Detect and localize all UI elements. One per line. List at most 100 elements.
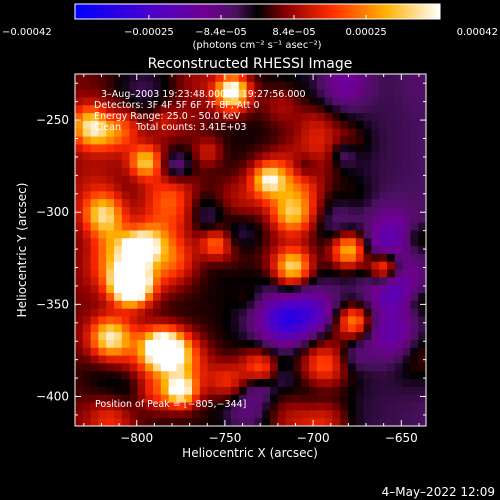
- heatmap-cell: [90, 285, 99, 294]
- heatmap-cell: [316, 81, 326, 91]
- heatmap-cell: [340, 206, 349, 216]
- heatmap-cell: [106, 402, 115, 411]
- heatmap-cell: [176, 206, 185, 216]
- heatmap-cell: [363, 222, 372, 232]
- heatmap-cell: [387, 167, 396, 177]
- heatmap-cell: [309, 120, 318, 130]
- heatmap-cell: [355, 402, 365, 411]
- heatmap-cell: [168, 120, 177, 130]
- heatmap-cell: [379, 191, 388, 200]
- heatmap-cell: [387, 175, 396, 185]
- heatmap-cell: [98, 332, 107, 341]
- heatmap-cell: [231, 238, 240, 247]
- heatmap-cell: [262, 152, 271, 161]
- heatmap-cell: [348, 339, 357, 349]
- heatmap-cell: [176, 332, 185, 341]
- heatmap-cell: [106, 113, 115, 122]
- heatmap-cell: [145, 379, 154, 388]
- heatmap-cell: [238, 214, 248, 224]
- heatmap-cell: [270, 128, 279, 138]
- heatmap-cell: [309, 113, 318, 122]
- heatmap-cell: [293, 410, 302, 419]
- heatmap-cell: [285, 363, 294, 372]
- heatmap-cell: [402, 191, 411, 200]
- heatmap-cell: [277, 81, 287, 91]
- heatmap-cell: [309, 206, 318, 216]
- heatmap-cell: [418, 371, 426, 380]
- heatmap-cell: [98, 308, 107, 318]
- heatmap-cell: [160, 410, 170, 419]
- heatmap-cell: [98, 183, 107, 192]
- heatmap-cell: [129, 206, 138, 216]
- heatmap-cell: [98, 246, 107, 255]
- heatmap-cell: [301, 230, 310, 239]
- heatmap-cell: [355, 300, 365, 310]
- heatmap-cell: [223, 355, 232, 365]
- heatmap-cell: [223, 363, 232, 372]
- heatmap-cell: [199, 339, 209, 349]
- heatmap-cell: [192, 355, 201, 365]
- heatmap-cell: [90, 152, 99, 161]
- heatmap-cell: [402, 332, 411, 341]
- heatmap-cell: [129, 277, 138, 286]
- heatmap-cell: [387, 120, 396, 130]
- heatmap-cell: [160, 128, 170, 138]
- heatmap-cell: [129, 285, 138, 294]
- heatmap-cell: [223, 199, 232, 208]
- heatmap-cell: [231, 418, 240, 426]
- heatmap-cell: [129, 214, 138, 224]
- heatmap-cell: [340, 89, 349, 99]
- heatmap-cell: [153, 81, 162, 91]
- heatmap-cell: [192, 379, 201, 388]
- heatmap-cell: [418, 253, 426, 263]
- heatmap-cell: [301, 355, 310, 365]
- heatmap-cell: [394, 371, 404, 380]
- heatmap-cell: [223, 402, 232, 411]
- heatmap-cell: [160, 89, 170, 99]
- heatmap-cell: [75, 261, 84, 271]
- heatmap-cell: [394, 199, 404, 208]
- heatmap-cell: [410, 355, 419, 365]
- heatmap-cell: [207, 355, 216, 365]
- heatmap-cell: [348, 191, 357, 200]
- heatmap-cell: [332, 355, 341, 365]
- heatmap-cell: [207, 379, 216, 388]
- heatmap-cell: [301, 324, 310, 333]
- heatmap-cell: [277, 144, 287, 153]
- heatmap-cell: [301, 183, 310, 192]
- heatmap-cell: [129, 269, 138, 278]
- heatmap-cell: [168, 316, 177, 325]
- heatmap-cell: [285, 332, 294, 341]
- heatmap-cell: [199, 347, 209, 357]
- heatmap-cell: [285, 339, 294, 349]
- heatmap-cell: [231, 152, 240, 161]
- heatmap-cell: [129, 222, 138, 232]
- heatmap-cell: [207, 222, 216, 232]
- heatmap-cell: [394, 308, 404, 318]
- heatmap-cell: [418, 347, 426, 357]
- heatmap-cell: [137, 97, 146, 106]
- heatmap-cell: [394, 410, 404, 419]
- heatmap-cell: [246, 316, 255, 325]
- heatmap-cell: [262, 222, 271, 232]
- heatmap-cell: [410, 246, 419, 255]
- heatmap-cell: [207, 339, 216, 349]
- heatmap-cell: [75, 316, 84, 325]
- heatmap-cell: [192, 120, 201, 130]
- heatmap-cell: [324, 206, 333, 216]
- heatmap-cell: [293, 300, 302, 310]
- heatmap-cell: [153, 293, 162, 302]
- heatmap-cell: [379, 355, 388, 365]
- heatmap-cell: [215, 206, 224, 216]
- heatmap-cell: [301, 418, 310, 426]
- heatmap-cell: [371, 363, 380, 372]
- heatmap-cell: [277, 293, 287, 302]
- heatmap-cell: [394, 339, 404, 349]
- heatmap-cell: [238, 191, 248, 200]
- heatmap-cell: [90, 379, 99, 388]
- heatmap-cell: [168, 199, 177, 208]
- heatmap-cell: [254, 191, 263, 200]
- heatmap-cell: [231, 74, 240, 83]
- heatmap-cell: [192, 269, 201, 278]
- heatmap-cell: [192, 371, 201, 380]
